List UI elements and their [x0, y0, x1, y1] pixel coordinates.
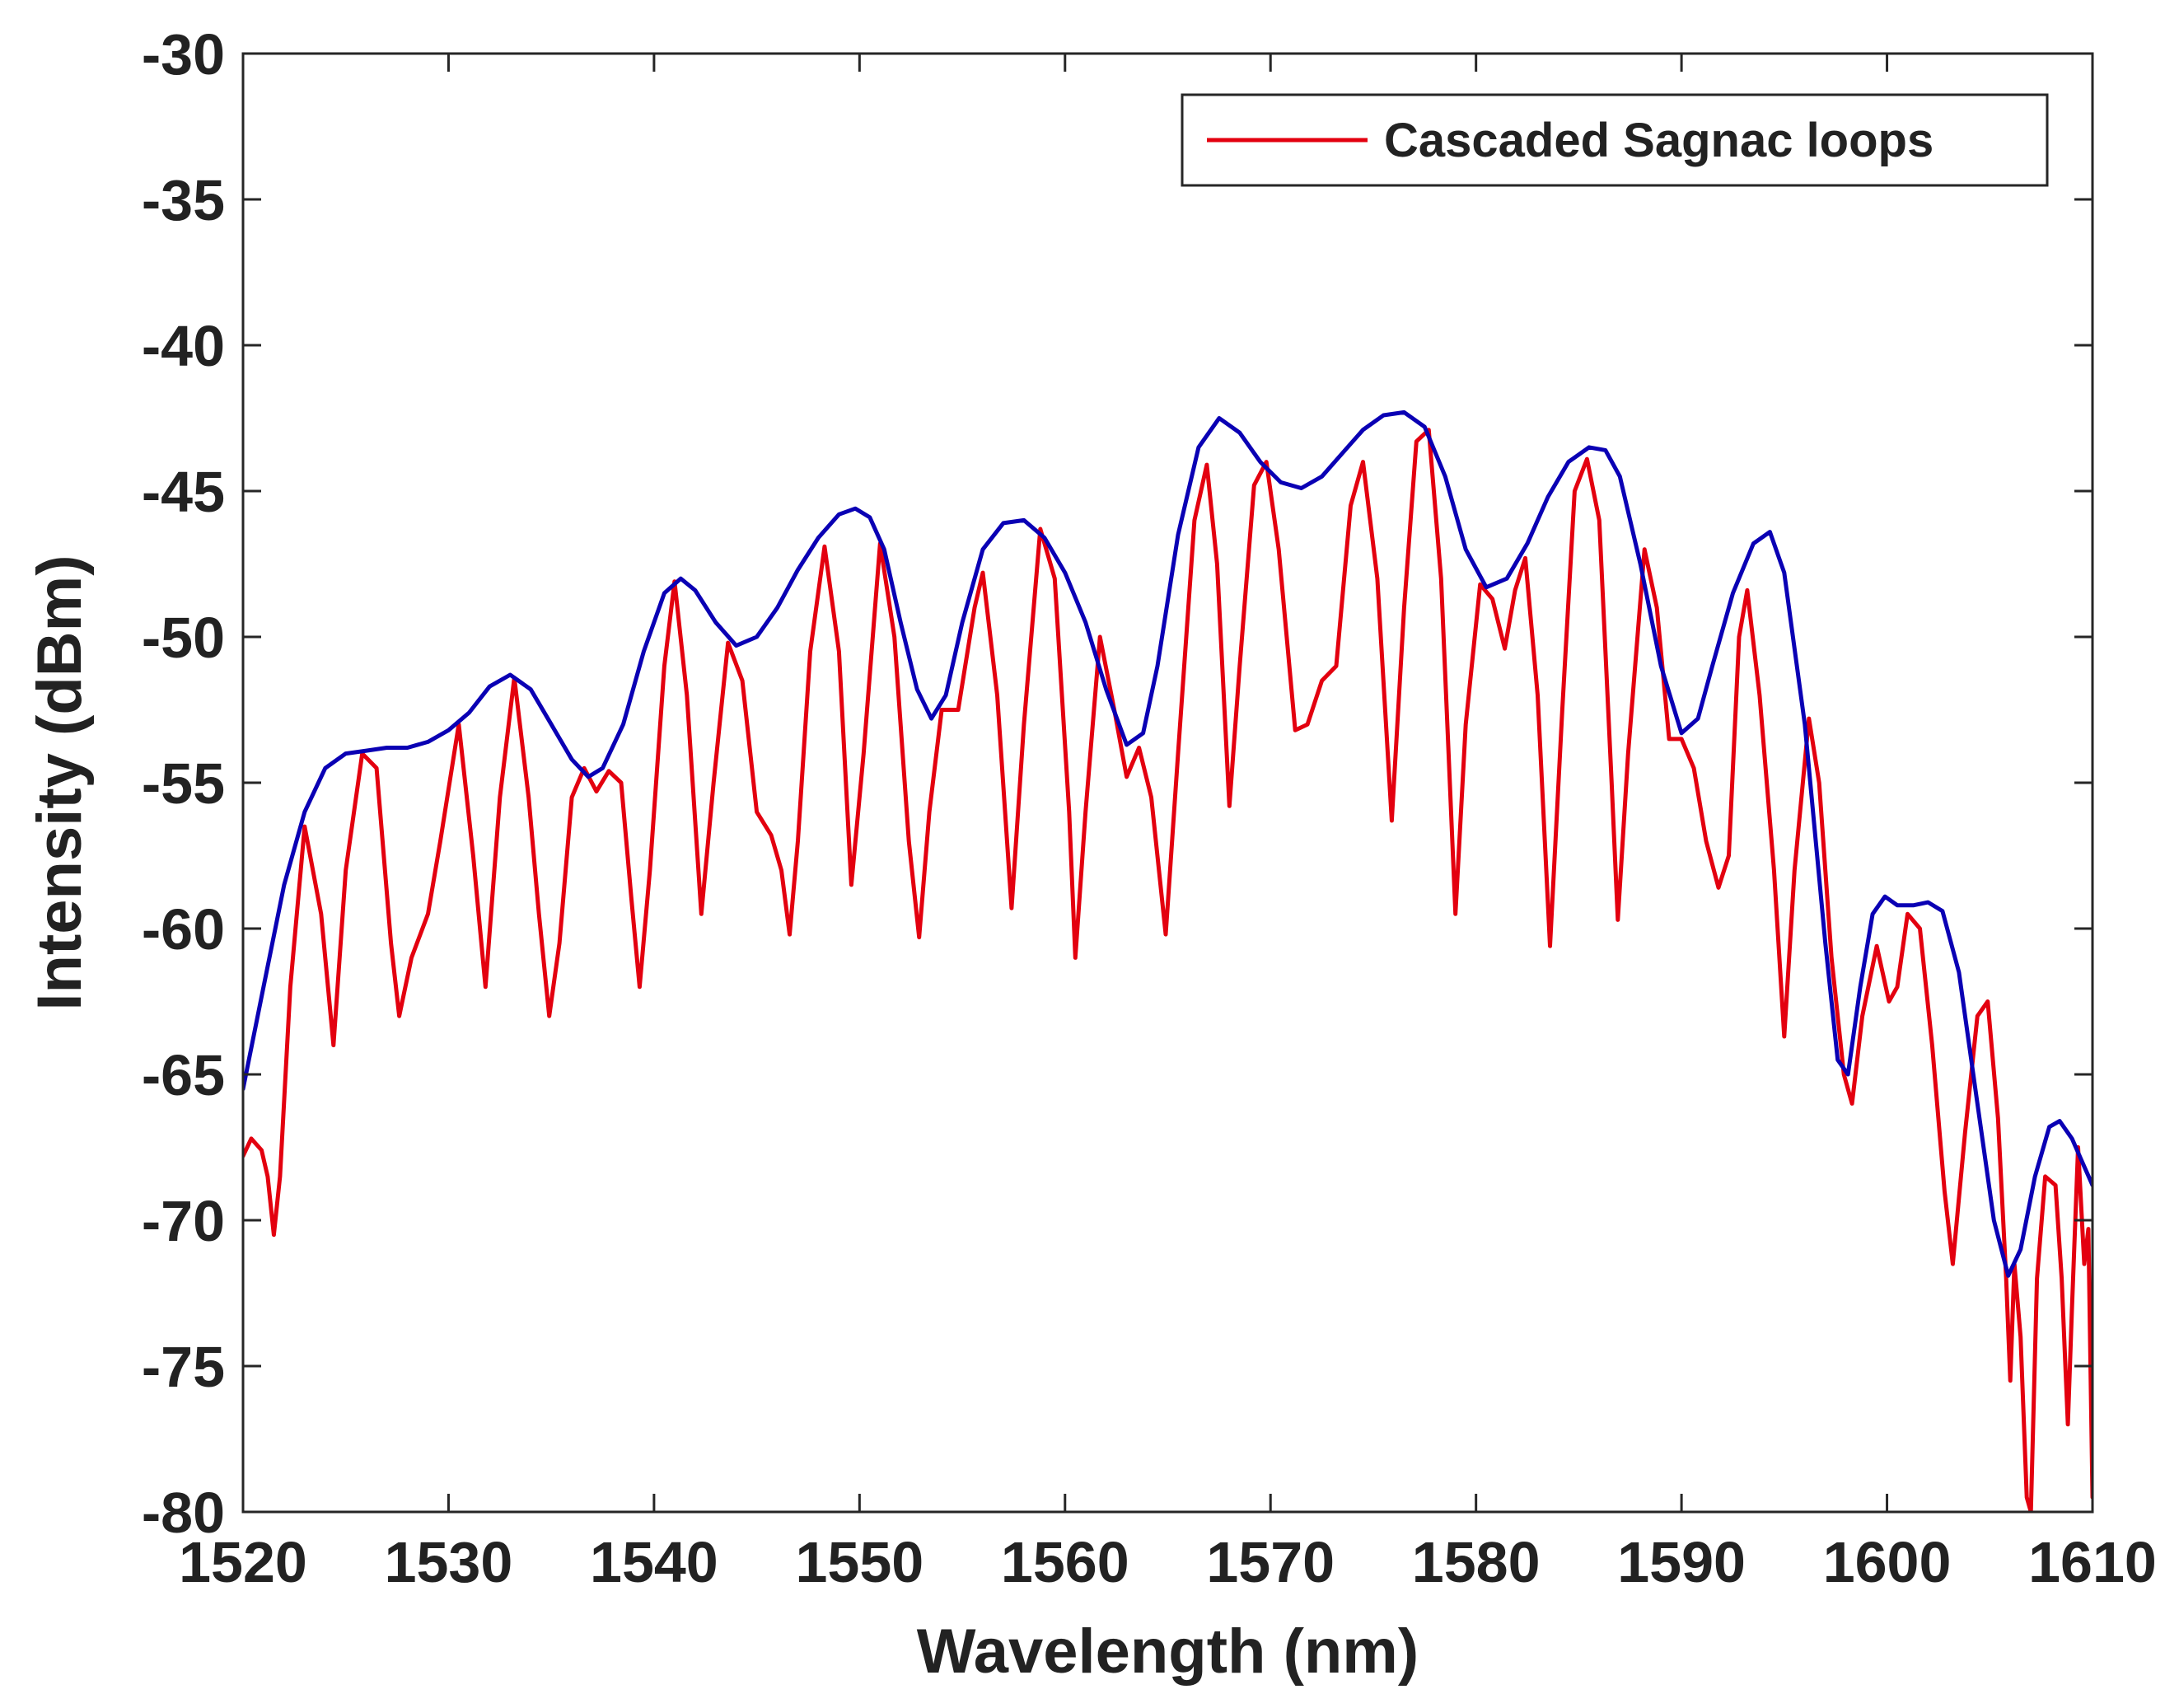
- y-tick-label: -65: [142, 1043, 225, 1107]
- x-tick-label: 1530: [385, 1530, 513, 1594]
- x-axis-title: Wavelength (nm): [917, 1617, 1419, 1687]
- y-tick-label: -45: [142, 460, 225, 524]
- y-tick-label: -70: [142, 1189, 225, 1253]
- x-tick-label: 1610: [2028, 1530, 2157, 1594]
- x-tick-label: 1520: [179, 1530, 307, 1594]
- x-tick-label: 1600: [1823, 1530, 1952, 1594]
- y-axis-title: Intensity (dBm): [25, 555, 95, 1010]
- x-tick-label: 1580: [1412, 1530, 1541, 1594]
- x-tick-labels: 1520 1530 1540 1550 1560 1570 1580 1590 1600 1610: [179, 1530, 2157, 1594]
- legend-label-cascaded-sagnac-loops: Cascaded Sagnac loops: [1384, 114, 1934, 167]
- y-tick-label: -35: [142, 168, 225, 232]
- x-tick-label: 1550: [795, 1530, 924, 1594]
- axis-ticks: [241, 52, 2094, 1514]
- x-tick-label: 1590: [1617, 1530, 1746, 1594]
- legend: Cascaded Sagnac loops: [1181, 93, 2049, 187]
- x-tick-label: 1570: [1206, 1530, 1335, 1594]
- y-tick-labels: -30 -35 -40 -45 -50 -55 -60 -65 -70 -75 -80: [142, 22, 225, 1545]
- y-tick-label: -80: [142, 1481, 225, 1545]
- x-tick-label: 1560: [1001, 1530, 1129, 1594]
- y-tick-label: -60: [142, 897, 225, 962]
- y-tick-label: -40: [142, 314, 225, 378]
- series-line-cascaded-sagnac-loops: [243, 428, 2092, 1512]
- y-tick-label: -30: [142, 22, 225, 87]
- y-tick-label: -75: [142, 1335, 225, 1399]
- x-tick-label: 1540: [590, 1530, 718, 1594]
- y-tick-label: -55: [142, 751, 225, 816]
- plot-series: [243, 409, 2092, 1512]
- series-line-upper-envelope: [243, 409, 2092, 1278]
- y-tick-label: -50: [142, 606, 225, 670]
